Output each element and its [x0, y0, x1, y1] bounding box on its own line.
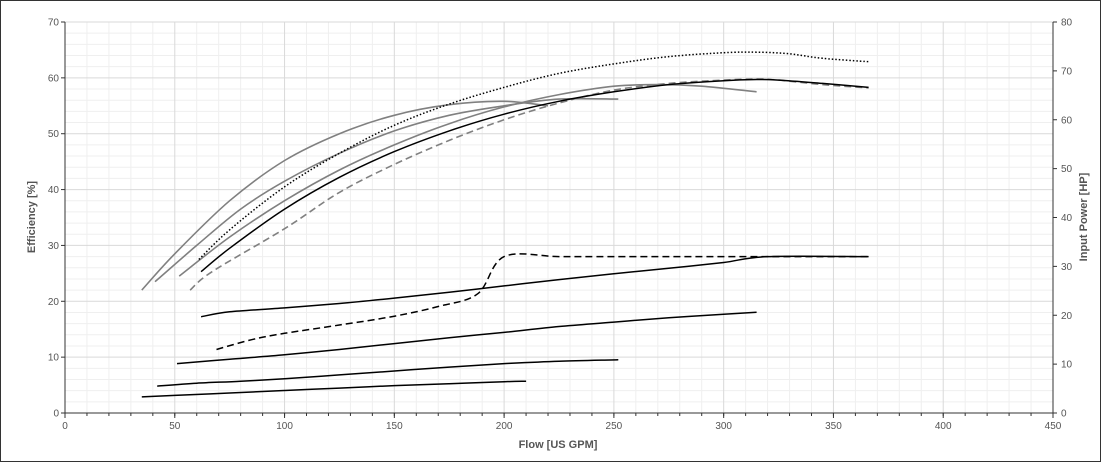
y2-tick-label: 20: [1061, 311, 1073, 322]
y2-tick-label: 50: [1061, 164, 1073, 175]
y2-tick-label: 10: [1061, 360, 1073, 371]
series-line-11: [141, 380, 527, 398]
y-tick-label: 50: [48, 129, 60, 140]
series-line-4: [189, 78, 869, 291]
grid: [64, 21, 1054, 414]
x-tick-label: 150: [386, 421, 403, 432]
series-line-2: [154, 97, 619, 283]
x-tick-label: 250: [606, 421, 623, 432]
series-group: [141, 51, 869, 398]
x-tick-label: 450: [1045, 421, 1062, 432]
series-line-7: [216, 253, 869, 351]
series-line-9: [176, 311, 757, 365]
x-tick-label: 300: [715, 421, 732, 432]
y-tick-label: 70: [48, 18, 60, 29]
series-line-3: [178, 83, 757, 277]
y-tick-label: 10: [48, 353, 60, 364]
y-tick-label: 20: [48, 297, 60, 308]
y2-axis-label: Input Power [HP]: [1078, 172, 1090, 261]
x-tick-label: 200: [496, 421, 513, 432]
y2-tick-label: 30: [1061, 262, 1073, 273]
y2-tick-label: 60: [1061, 115, 1073, 126]
y2-tick-label: 0: [1061, 409, 1067, 420]
y2-tick-label: 70: [1061, 66, 1073, 77]
y-tick-label: 0: [53, 409, 59, 420]
x-tick-label: 0: [62, 421, 68, 432]
x-tick-label: 100: [276, 421, 293, 432]
y-tick-label: 30: [48, 241, 60, 252]
x-axis-label: Flow [US GPM]: [519, 439, 598, 451]
x-tick-label: 50: [169, 421, 181, 432]
y-axis-label: Efficiency [%]: [26, 181, 38, 253]
y-tick-label: 40: [48, 185, 60, 196]
series-line-1: [141, 100, 549, 291]
y-tick-label: 60: [48, 73, 60, 84]
y2-tick-label: 80: [1061, 18, 1073, 29]
x-tick-label: 400: [935, 421, 952, 432]
series-line-8: [200, 255, 869, 318]
x-tick-label: 350: [825, 421, 842, 432]
series-line-10: [157, 358, 619, 387]
axes: 0 50 100 150 200 250 300 350 400 4500102030405060…: [48, 18, 1073, 433]
series-line-5: [200, 78, 869, 273]
y2-tick-label: 40: [1061, 213, 1073, 224]
